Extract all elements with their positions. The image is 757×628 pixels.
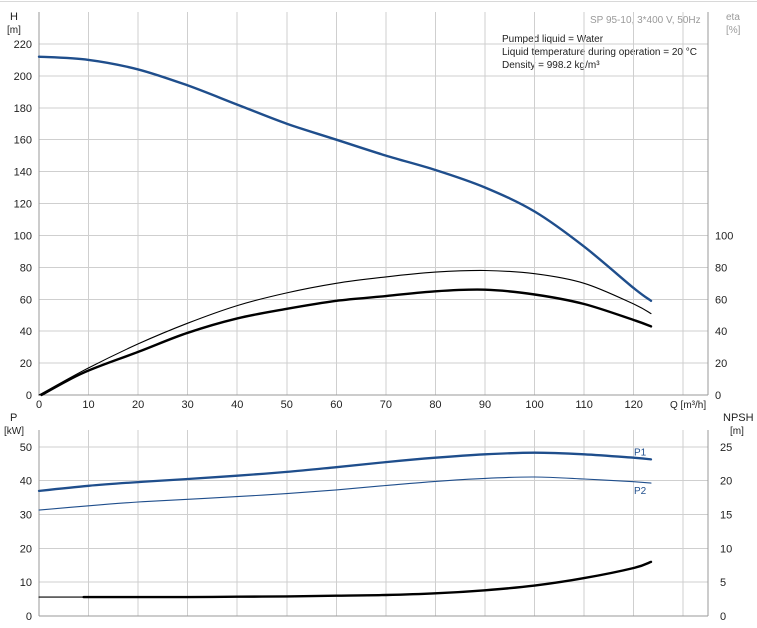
pump-model-label: SP 95-10, 3*400 V, 50Hz (590, 15, 701, 26)
bottom-y-right-tick-label: 0 (720, 611, 726, 623)
bottom-y-right-tick-label: 25 (720, 442, 732, 454)
series-label-p2: P2 (634, 486, 647, 497)
x-tick-label: 70 (380, 399, 392, 411)
bottom-y-right-tick-label: 10 (720, 543, 732, 555)
top-y-right-tick-label: 100 (715, 230, 733, 242)
curve-h (37, 55, 653, 302)
y-left-symbol-label: H (10, 11, 18, 23)
top-y-tick-label: 20 (20, 358, 32, 370)
top-y-tick-label: 80 (20, 262, 32, 274)
bottom-y-right-tick-label: 20 (720, 476, 732, 488)
x-tick-label: 110 (575, 399, 593, 411)
bottom-y-tick-label: 0 (26, 611, 32, 623)
top-panel: 0204060801001201401601802002200204060801… (14, 12, 734, 411)
top-y-tick-label: 120 (14, 199, 32, 211)
top-y-tick-label: 200 (14, 71, 32, 83)
top-grid (39, 12, 708, 395)
top-y-right-tick-label: 40 (715, 326, 727, 338)
bottom-series: P1 P2 (37, 447, 653, 599)
bottom-grid (39, 430, 708, 616)
y-right-symbol-label: eta (726, 12, 740, 23)
x-tick-label: 90 (479, 399, 491, 411)
info-liquid-temperature: Liquid temperature during operation = 20… (502, 47, 697, 58)
top-y-tick-label: 0 (26, 390, 32, 402)
bottom-y-tick-label: 20 (20, 543, 32, 555)
top-y-tick-label: 160 (14, 135, 32, 147)
bottom-y-tick-label: 50 (20, 442, 32, 454)
bottom-tick-labels: 0 10 20 30 40 50 0 5 10 15 20 25 (20, 442, 733, 623)
x-axis-label: Q [m³/h] (670, 400, 706, 411)
bottom-y-right-tick-label: 15 (720, 510, 732, 522)
x-tick-label: 20 (132, 399, 144, 411)
top-y-tick-label: 220 (14, 39, 32, 51)
power-axis-label-unit: [kW] (4, 426, 24, 437)
top-y-right-tick-label: 60 (715, 294, 727, 306)
bottom-axes (38, 430, 709, 617)
top-y-tick-label: 140 (14, 167, 32, 179)
x-tick-label: 60 (330, 399, 342, 411)
x-tick-label: 50 (281, 399, 293, 411)
info-density: Density = 998.2 kg/m³ (502, 60, 600, 71)
x-tick-label: 0 (36, 399, 42, 411)
x-tick-label: 80 (429, 399, 441, 411)
top-axes (38, 12, 709, 396)
x-tick-label: 120 (624, 399, 642, 411)
info-pumped-liquid: Pumped liquid = Water (502, 34, 604, 45)
x-tick-label: 10 (82, 399, 94, 411)
curve-p1 (37, 451, 653, 493)
bottom-y-tick-label: 40 (20, 476, 32, 488)
top-tick-labels: 0204060801001201401601802002200204060801… (14, 39, 734, 411)
x-tick-label: 40 (231, 399, 243, 411)
top-y-tick-label: 180 (14, 103, 32, 115)
power-axis-label-symbol: P (10, 412, 17, 424)
top-series (37, 55, 653, 397)
npsh-axis-label-unit: [m] (730, 426, 744, 437)
top-y-tick-label: 60 (20, 294, 32, 306)
x-tick-label: 30 (182, 399, 194, 411)
top-y-tick-label: 100 (14, 230, 32, 242)
top-y-right-tick-label: 80 (715, 262, 727, 274)
y-right-unit-label: [%] (726, 25, 741, 36)
curve-eta-thin (38, 269, 652, 396)
npsh-axis-label-symbol: NPSH (723, 412, 754, 424)
y-left-unit-label: [m] (7, 25, 21, 36)
bottom-y-tick-label: 30 (20, 510, 32, 522)
series-label-p1: P1 (634, 447, 647, 458)
top-y-right-tick-label: 0 (715, 390, 721, 402)
curve-p2 (38, 476, 652, 511)
top-y-right-tick-label: 20 (715, 358, 727, 370)
curve-npsh (82, 560, 653, 599)
bottom-panel: P [kW] NPSH [m] 0 10 20 30 40 50 0 5 10 15 20 25 P1… (4, 412, 754, 623)
bottom-y-tick-label: 10 (20, 577, 32, 589)
curve-eta-thick (40, 288, 653, 397)
bottom-y-right-tick-label: 5 (720, 577, 726, 589)
top-y-tick-label: 40 (20, 326, 32, 338)
x-tick-label: 100 (525, 399, 543, 411)
